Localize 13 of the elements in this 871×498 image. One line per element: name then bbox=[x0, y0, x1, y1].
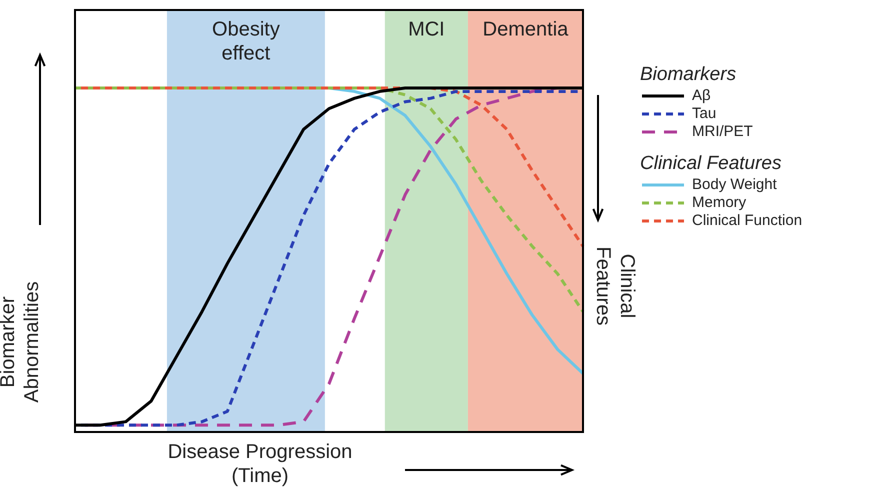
legend-label: Memory bbox=[692, 194, 746, 211]
text: MCI bbox=[408, 18, 445, 41]
legend-label: Tau bbox=[692, 104, 716, 122]
x-axis-title: Disease Progression (Time) bbox=[166, 440, 354, 488]
legend-label: MRI/PET bbox=[692, 122, 753, 140]
text: Obesity effect bbox=[212, 18, 280, 65]
legend-title: Biomarkers bbox=[640, 64, 738, 86]
y2-axis-title: Clinical Features bbox=[591, 246, 639, 328]
text: Dementia bbox=[482, 18, 570, 41]
text: Clinical Features bbox=[640, 153, 782, 176]
legend-label: Aβ bbox=[692, 87, 711, 104]
legend-label: Body Weight bbox=[692, 176, 777, 194]
legend-label: Clinical Function bbox=[692, 212, 802, 229]
